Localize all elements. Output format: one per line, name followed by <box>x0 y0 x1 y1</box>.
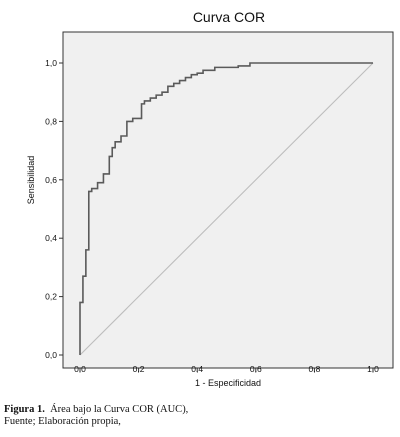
y-tick-label: 0,4 <box>45 233 57 243</box>
chart-title: Curva COR <box>193 9 265 25</box>
caption-label: Figura 1. <box>4 404 45 415</box>
caption-line-2: Fuente; Elaboración propia, <box>4 416 121 427</box>
reference-diagonal-line <box>79 62 374 356</box>
y-tick-label: 0,6 <box>45 175 57 185</box>
y-tick-label: 0,0 <box>45 350 57 360</box>
y-tick-label: 1,0 <box>45 58 57 68</box>
x-tick-label: 0,4 <box>191 364 203 374</box>
x-tick-label: 0,2 <box>133 364 145 374</box>
caption-line-1: Figura 1. Área bajo la Curva COR (AUC), <box>4 404 188 416</box>
roc-curve-line <box>79 62 373 355</box>
figure-caption: Figura 1. Área bajo la Curva COR (AUC), … <box>4 404 188 428</box>
axis-layer: 0,0 0,2 0,4 0,6 0,8 1,0 0,0 0,2 0,4 0,6 0,8 1,0 <box>45 58 379 374</box>
plot-layer <box>79 62 374 356</box>
y-axis-label: Sensibilidad <box>26 156 36 205</box>
x-tick-label: 0,8 <box>308 364 320 374</box>
y-tick-label: 0,2 <box>45 292 57 302</box>
y-tick-label: 0,8 <box>45 116 57 126</box>
x-tick-label: 0,6 <box>250 364 262 374</box>
x-axis-label: 1 - Especificidad <box>195 378 261 388</box>
x-tick-label: 0,0 <box>74 364 86 374</box>
roc-chart: Curva COR 0,0 0,2 0,4 0,6 0,8 1,0 0,0 0,2 0,4 0,6… <box>26 9 394 388</box>
caption-text: Área bajo la Curva COR (AUC), <box>50 404 189 415</box>
x-tick-label: 1,0 <box>367 364 379 374</box>
plot-area <box>62 31 394 369</box>
